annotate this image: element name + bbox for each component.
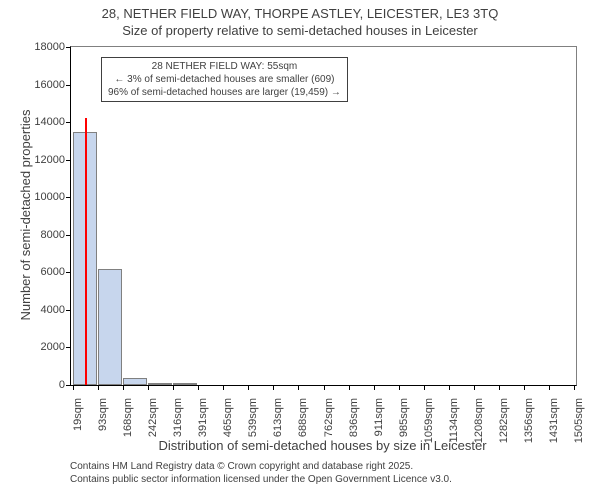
histogram-bar	[98, 269, 122, 385]
chart-title-line2: Size of property relative to semi-detach…	[0, 23, 600, 40]
x-tick-label: 688sqm	[295, 398, 309, 437]
x-tick-label: 93sqm	[95, 398, 109, 431]
x-tick-mark	[198, 385, 199, 390]
x-tick-mark	[73, 385, 74, 390]
x-tick-mark	[273, 385, 274, 390]
histogram-bar	[123, 378, 147, 386]
attribution: Contains HM Land Registry data © Crown c…	[70, 460, 452, 486]
x-tick-mark	[248, 385, 249, 390]
y-tick-mark	[66, 272, 71, 273]
x-tick-mark	[449, 385, 450, 390]
x-tick-label: 1431sqm	[546, 398, 560, 443]
x-tick-mark	[123, 385, 124, 390]
property-marker-line	[85, 118, 87, 385]
x-tick-mark	[499, 385, 500, 390]
x-tick-label: 613sqm	[270, 398, 284, 437]
y-tick-mark	[66, 197, 71, 198]
x-tick-label: 391sqm	[195, 398, 209, 437]
x-tick-mark	[173, 385, 174, 390]
x-axis-label: Distribution of semi-detached houses by …	[70, 438, 575, 453]
chart-title-line1: 28, NETHER FIELD WAY, THORPE ASTLEY, LEI…	[0, 0, 600, 23]
histogram-bar	[173, 383, 197, 385]
x-tick-mark	[574, 385, 575, 390]
x-tick-label: 539sqm	[245, 398, 259, 437]
x-tick-mark	[98, 385, 99, 390]
x-tick-label: 19sqm	[70, 398, 84, 431]
x-tick-label: 1059sqm	[421, 398, 435, 443]
x-tick-label: 762sqm	[321, 398, 335, 437]
attribution-line1: Contains HM Land Registry data © Crown c…	[70, 460, 452, 473]
y-tick-mark	[66, 310, 71, 311]
x-tick-mark	[374, 385, 375, 390]
y-tick-mark	[66, 347, 71, 348]
plot-area: 0200040006000800010000120001400016000180…	[70, 46, 577, 386]
property-info-box: 28 NETHER FIELD WAY: 55sqm← 3% of semi-d…	[101, 57, 348, 102]
x-tick-label: 911sqm	[371, 398, 385, 436]
x-tick-label: 836sqm	[346, 398, 360, 437]
y-tick-mark	[66, 385, 71, 386]
x-tick-mark	[148, 385, 149, 390]
x-tick-mark	[223, 385, 224, 390]
x-tick-label: 1505sqm	[571, 398, 585, 443]
x-tick-mark	[298, 385, 299, 390]
y-tick-mark	[66, 122, 71, 123]
x-tick-label: 1356sqm	[521, 398, 535, 443]
x-tick-mark	[399, 385, 400, 390]
y-tick-mark	[66, 235, 71, 236]
x-tick-label: 168sqm	[120, 398, 134, 437]
y-tick-mark	[66, 85, 71, 86]
x-tick-label: 1134sqm	[446, 398, 460, 442]
x-tick-mark	[324, 385, 325, 390]
x-tick-label: 316sqm	[170, 398, 184, 437]
x-tick-mark	[549, 385, 550, 390]
x-tick-label: 985sqm	[396, 398, 410, 437]
histogram-bar	[148, 383, 172, 385]
y-tick-mark	[66, 47, 71, 48]
x-tick-mark	[424, 385, 425, 390]
x-tick-mark	[474, 385, 475, 390]
x-tick-label: 465sqm	[220, 398, 234, 437]
y-axis-label: Number of semi-detached properties	[18, 110, 33, 321]
attribution-line2: Contains public sector information licen…	[70, 473, 452, 486]
x-tick-label: 1282sqm	[496, 398, 510, 443]
x-tick-label: 1208sqm	[471, 398, 485, 443]
info-box-line: ← 3% of semi-detached houses are smaller…	[108, 73, 341, 86]
x-tick-label: 242sqm	[145, 398, 159, 437]
y-tick-mark	[66, 160, 71, 161]
info-box-line: 96% of semi-detached houses are larger (…	[108, 86, 341, 99]
info-box-line: 28 NETHER FIELD WAY: 55sqm	[108, 60, 341, 73]
x-tick-mark	[349, 385, 350, 390]
x-tick-mark	[524, 385, 525, 390]
